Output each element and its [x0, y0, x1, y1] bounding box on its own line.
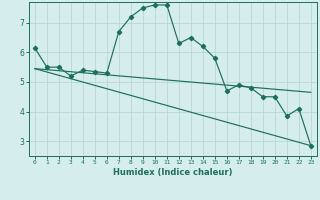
X-axis label: Humidex (Indice chaleur): Humidex (Indice chaleur): [113, 168, 233, 177]
